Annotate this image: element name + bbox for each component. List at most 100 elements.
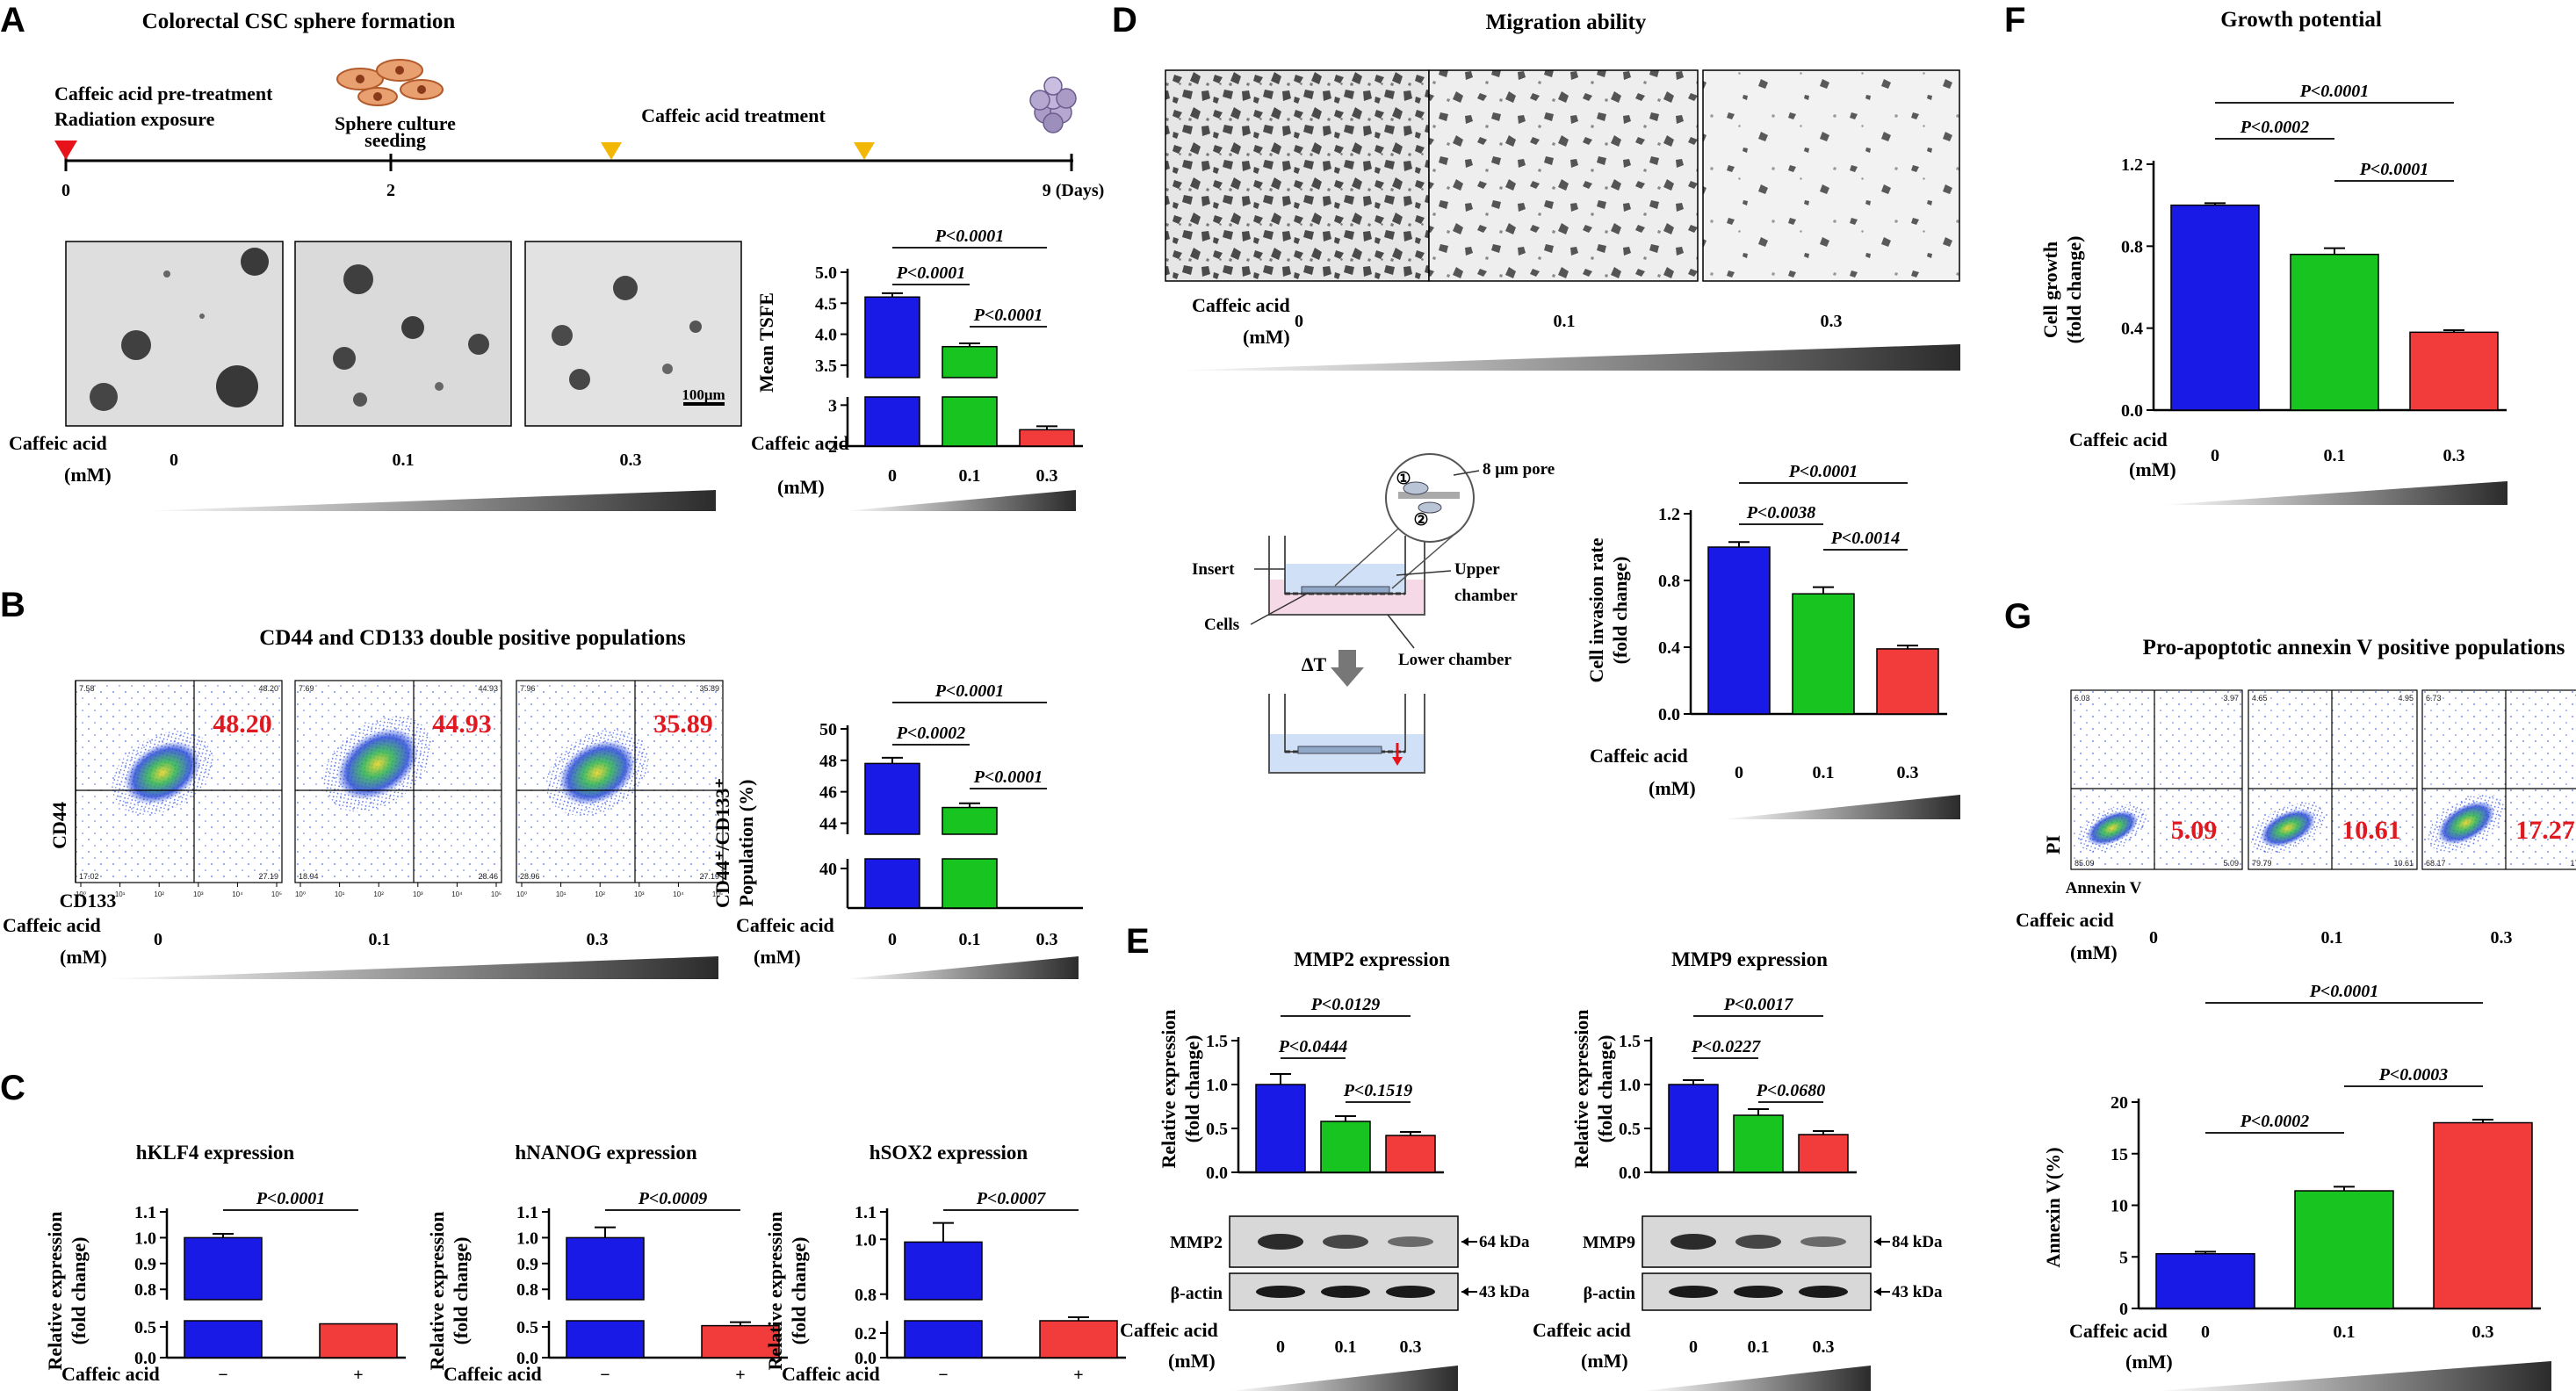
- flow-b-2-xtick-label: 10¹: [556, 890, 566, 898]
- chart-e2-dose-unit: (mM): [1581, 1350, 1628, 1372]
- chart-f-ytick-label: 0.0: [2121, 401, 2143, 421]
- chart-e1-ytick-label: 1.5: [1206, 1032, 1228, 1051]
- chart-c3-bar-1: [1039, 1320, 1118, 1359]
- flow-b-0-quad-tl: 7.58: [79, 684, 95, 693]
- panel-letter-d: D: [1112, 1, 1137, 40]
- chart-d-dose-label: Caffeic acid: [1590, 745, 1688, 767]
- micrograph-1: [294, 241, 512, 427]
- flow-g-2-highlight-value: 17.27: [2515, 816, 2575, 845]
- panel-letter-g: G: [2004, 597, 2031, 636]
- flow-b-2-density-core: [559, 740, 636, 805]
- chart-e2-ytick-label: 0.5: [1619, 1120, 1641, 1139]
- chart-g-p12-pvalue: P<0.0003: [2378, 1065, 2449, 1085]
- dose-label-a: Caffeic acid: [9, 432, 107, 454]
- chart-b-p02-pvalue: P<0.0001: [934, 681, 1005, 701]
- chart-e2-actin-label: β-actin: [1584, 1284, 1635, 1303]
- timeline-event-radiation: Radiation exposure: [54, 108, 215, 130]
- chart-c2-bar-0-upper: [566, 1236, 645, 1301]
- chart-e2-dose-1: 0.1: [1748, 1337, 1770, 1357]
- chart-e2-blot-label: MMP9: [1583, 1233, 1635, 1252]
- chart-f-p12-pvalue: P<0.0001: [2359, 160, 2429, 179]
- chart-e2-dose-wedge: [1642, 1366, 1871, 1391]
- charts-e: MMP2 expression 0.0 0.5 1.0 1.5 Relative expr…: [1120, 948, 1943, 1391]
- chart-f-ylabel-1: (fold change): [2063, 236, 2085, 344]
- cells-label: Cells: [1204, 616, 1239, 634]
- chart-e2-p02-pvalue: P<0.0017: [1723, 995, 1794, 1014]
- flow-b-0-xtick-label: 10¹: [115, 890, 126, 898]
- chart-c2-category-label-0: −: [600, 1366, 610, 1385]
- chart-e2-kda-1: 84 kDa: [1892, 1233, 1943, 1251]
- chart-a-ytick-label: 3.5: [815, 357, 837, 376]
- step-2-icon: ②: [1413, 511, 1428, 530]
- flow-b-1-xtick-label: 10³: [413, 890, 423, 898]
- chart-e1-band-target-2: [1388, 1236, 1433, 1247]
- dose-wedge-a: [141, 490, 716, 511]
- flow-g-1-highlight-value: 10.61: [2341, 816, 2401, 845]
- chart-e1-band-actin-2: [1386, 1286, 1435, 1298]
- dose-unit-a: (mM): [64, 464, 112, 486]
- chart-b-p12-pvalue: P<0.0001: [973, 768, 1043, 787]
- chart-e2-band-target-2: [1800, 1236, 1846, 1247]
- migration-micrograph-1: [1428, 69, 1699, 282]
- chart-f-ylabel-0: Cell growth: [2039, 241, 2061, 338]
- chart-c3-bar-0-lower: [904, 1320, 983, 1359]
- chart-e2-band-actin-2: [1799, 1286, 1848, 1298]
- flow-b-0-highlight-value: 48.20: [213, 710, 272, 739]
- chart-g-ylabel-0: Annexin V(%): [2042, 1147, 2064, 1267]
- chart-f-category-label-1: 0.1: [2324, 446, 2346, 465]
- chart-a-bar-1-lower: [942, 396, 998, 447]
- chart-c1-bar-1: [319, 1323, 398, 1359]
- chart-e1-bar-2: [1385, 1135, 1436, 1173]
- chart-b-bar-0-lower: [864, 858, 920, 909]
- micrograph-2: [524, 241, 742, 427]
- chart-c1-treatment-label: Caffeic acid: [61, 1363, 160, 1385]
- chart-f-dose-unit: (mM): [2129, 458, 2176, 480]
- charts-c: hKLF4 expression 0.8 0.9 1.0 1.1 0.0 0.5 − + Caff…: [44, 1142, 1126, 1385]
- chart-f-p01-pvalue: P<0.0002: [2240, 118, 2310, 137]
- panel-e: E MMP2 expression 0.0 0.5 1.0 1.5 Relative ex…: [1120, 922, 1943, 1391]
- dose-wedge-d-chart: [1721, 795, 1960, 819]
- panel-c: C hKLF4 expression 0.8 0.9 1.0 1.1 0.0 0.5 − + Ca…: [0, 1069, 1126, 1385]
- dose-label-g: Caffeic acid: [2016, 909, 2114, 931]
- step-1-icon: ①: [1396, 470, 1411, 488]
- dose-wedge-b: [101, 956, 718, 979]
- chart-f-p02-pvalue: P<0.0001: [2299, 82, 2370, 101]
- panel-b-title: CD44 and CD133 double positive populatio…: [259, 626, 686, 650]
- chart-c1-title: hKLF4 expression: [136, 1142, 295, 1164]
- chart-e1-ylabel-1: (fold change): [1181, 1035, 1203, 1143]
- chart-f-category-label-0: 0: [2211, 446, 2219, 465]
- chart-b-ytick-label: 46: [819, 783, 837, 803]
- timeline-event-pretreatment: Caffeic acid pre-treatment: [54, 83, 273, 105]
- chart-c3-category-label-1: +: [1073, 1366, 1083, 1385]
- chart-e1-band-actin-0: [1256, 1286, 1305, 1298]
- chart-c2-ytick-label: 0.9: [516, 1255, 538, 1274]
- chart-b-ytick-label: 48: [819, 752, 837, 771]
- chart-g-ytick-label: 10: [2111, 1197, 2128, 1216]
- flow-b-0-xtick-label: 10⁴: [232, 890, 243, 898]
- delta-t-label: ΔT: [1302, 653, 1327, 675]
- chart-c2-title: hNANOG expression: [515, 1142, 696, 1164]
- chart-e2-band-actin-1: [1734, 1286, 1783, 1298]
- flow-g-2-density-core: [2437, 801, 2495, 845]
- flow-b-0-quad-tr: 48.20: [258, 684, 278, 693]
- chart-b-ytick-label: 50: [819, 720, 837, 739]
- panel-g-title: Pro-apoptotic annexin V positive populat…: [2143, 636, 2565, 659]
- chart-c2-ytick-label: 0.8: [516, 1280, 538, 1300]
- migration-micrograph-0: [1165, 69, 1430, 282]
- chart-e1-ytick-label: 1.0: [1206, 1076, 1228, 1095]
- chart-c1-ytick-label: 0.8: [134, 1280, 156, 1300]
- chart-a-dose-unit: (mM): [777, 476, 825, 498]
- panel-d: D Migration ability Caffeic acid (mM) 0 …: [1112, 1, 1960, 774]
- chart-g-category-label-0: 0: [2201, 1323, 2210, 1342]
- panel-letter-f: F: [2004, 1, 2025, 40]
- flow-g-0-quad-br: 5.09: [2223, 859, 2239, 868]
- chart-c1-ytick-label: 0.5: [134, 1318, 156, 1337]
- chart-d-bar-2: [1876, 648, 1939, 715]
- chart-b-category-label-1: 0.1: [959, 930, 981, 949]
- chart-f-ytick-label: 0.8: [2121, 237, 2143, 256]
- chart-a-dose-label: Caffeic acid: [751, 432, 849, 454]
- dose-b-1: 0.1: [369, 930, 391, 949]
- chart-a-bar-1-upper: [942, 345, 998, 378]
- chart-b-category-label-2: 0.3: [1036, 930, 1058, 949]
